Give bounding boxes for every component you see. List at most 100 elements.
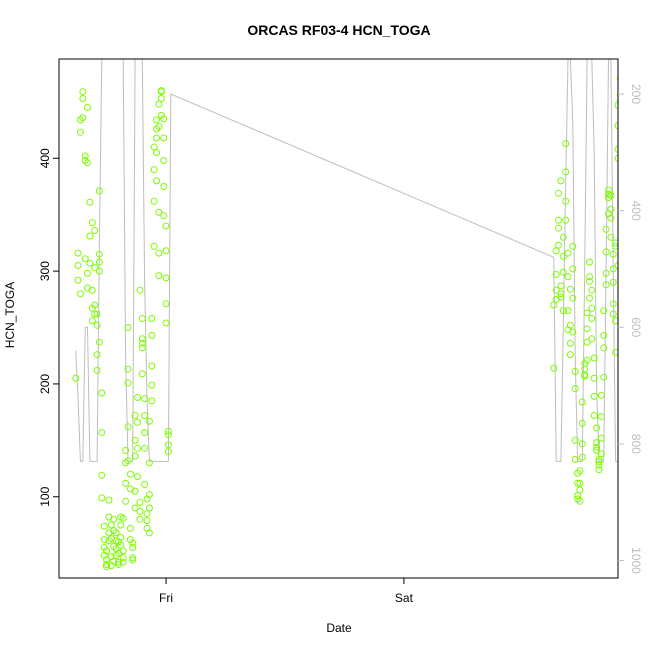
data-point: [609, 310, 617, 318]
data-point: [81, 157, 89, 164]
data-point: [162, 319, 170, 327]
data-point: [616, 75, 618, 81]
data-point: [138, 344, 146, 352]
y-right-tick-label: 400: [629, 201, 643, 221]
data-point: [117, 533, 125, 541]
data-point: [583, 309, 591, 317]
data-point: [614, 154, 618, 162]
data-point: [571, 368, 579, 375]
data-point: [145, 529, 153, 537]
y-axis-label: HCN_TOGA: [3, 282, 17, 348]
plot-frame: [58, 58, 619, 579]
data-point: [155, 272, 163, 280]
data-point: [155, 100, 163, 108]
data-point: [95, 338, 103, 346]
data-point: [612, 317, 618, 325]
data-point: [76, 290, 84, 298]
data-point: [131, 452, 139, 460]
data-point: [119, 558, 127, 566]
data-point: [602, 269, 610, 277]
data-point: [150, 242, 158, 250]
data-point: [110, 542, 118, 550]
data-point: [131, 504, 139, 512]
y-tick-label: 300: [38, 261, 52, 281]
data-point: [98, 429, 106, 436]
data-point: [164, 427, 172, 435]
data-point: [555, 216, 562, 224]
data-point: [93, 310, 101, 318]
data-point: [595, 458, 603, 466]
data-point: [93, 351, 101, 359]
data-point: [143, 517, 151, 524]
data-point: [581, 371, 589, 379]
data-point: [164, 431, 172, 439]
data-point: [555, 189, 562, 197]
data-point: [95, 187, 103, 195]
data-point: [609, 250, 617, 258]
chart-title: ORCAS RF03-4 HCN_TOGA: [247, 22, 430, 38]
data-point: [588, 304, 596, 312]
data-point: [103, 547, 111, 555]
data-point: [586, 273, 593, 281]
data-point: [141, 444, 149, 452]
data-point: [122, 459, 130, 467]
data-point: [612, 348, 618, 356]
data-point: [138, 339, 146, 347]
data-point: [614, 122, 618, 130]
data-point: [148, 331, 156, 339]
plot-layer: [72, 59, 618, 571]
x-axis-label: Date: [326, 621, 352, 635]
data-point: [559, 268, 567, 276]
data-point: [155, 123, 163, 131]
data-point: [162, 222, 170, 230]
data-point: [105, 537, 113, 545]
data-point: [555, 224, 562, 232]
data-point: [141, 412, 149, 419]
data-point: [552, 286, 560, 294]
data-point: [566, 285, 574, 293]
data-point: [588, 335, 596, 343]
data-point: [593, 447, 601, 454]
data-point: [602, 281, 610, 289]
data-point: [153, 134, 160, 142]
data-point: [557, 290, 565, 298]
data-point: [609, 300, 617, 308]
data-point: [100, 536, 108, 544]
data-point: [597, 450, 605, 458]
data-point: [562, 168, 570, 176]
data-point: [150, 143, 158, 151]
data-point: [590, 412, 598, 419]
data-point: [138, 335, 146, 343]
data-point: [124, 379, 132, 387]
data-point: [612, 242, 618, 250]
data-point: [126, 524, 134, 532]
data-point: [131, 412, 139, 419]
data-point: [550, 301, 558, 309]
data-point: [79, 88, 87, 96]
data-point: [564, 307, 572, 315]
data-point: [583, 338, 591, 346]
data-point: [129, 556, 137, 564]
data-point: [136, 286, 144, 294]
y-tick-label: 400: [38, 148, 52, 168]
data-point: [84, 159, 91, 167]
data-point: [86, 259, 94, 267]
data-point: [595, 461, 603, 469]
data-point: [155, 208, 163, 216]
data-point: [562, 216, 570, 224]
data-point: [145, 459, 153, 467]
data-point: [578, 419, 586, 427]
data-point: [93, 366, 101, 374]
data-point: [129, 539, 137, 547]
data-point: [76, 128, 84, 136]
data-point: [124, 324, 132, 331]
data-point: [588, 315, 596, 322]
data-point: [79, 114, 87, 122]
data-point: [112, 551, 120, 559]
data-point: [597, 434, 605, 442]
data-point: [569, 328, 577, 336]
data-point: [81, 152, 89, 160]
data-point: [593, 439, 601, 447]
data-point: [98, 389, 106, 397]
data-point: [153, 125, 160, 133]
